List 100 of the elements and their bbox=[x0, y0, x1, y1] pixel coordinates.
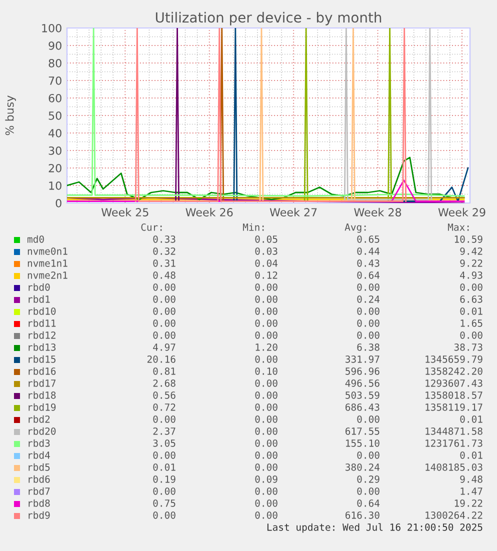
text: 0.00 bbox=[357, 283, 380, 291]
text: 0.44 bbox=[357, 247, 380, 255]
text: 0.33 bbox=[153, 235, 176, 243]
text: Cur: bbox=[141, 223, 162, 231]
legend-label: rbd16 bbox=[28, 367, 56, 375]
text: 0.00 bbox=[153, 307, 176, 315]
text: 1344871.58 bbox=[426, 427, 482, 435]
text: 0.72 bbox=[153, 403, 176, 411]
text: 0.31 bbox=[153, 259, 176, 267]
legend-label: rbd15 bbox=[28, 355, 56, 363]
legend-label: md0 bbox=[28, 235, 44, 243]
text: 0.00 bbox=[357, 415, 380, 423]
text: 1358018.57 bbox=[426, 391, 482, 399]
text: 0.00 bbox=[357, 451, 380, 459]
text: 596.96 bbox=[346, 367, 380, 375]
y-tick-label: 70 bbox=[48, 76, 62, 85]
text: 0.75 bbox=[153, 499, 176, 507]
text: 0.00 bbox=[255, 307, 278, 315]
text: Min: bbox=[242, 223, 264, 231]
text: 0.00 bbox=[255, 391, 278, 399]
text: 0.64 bbox=[357, 499, 380, 507]
text: 1.47 bbox=[460, 488, 482, 495]
x-tick-label: Week 25 bbox=[101, 208, 148, 216]
text: Max: bbox=[448, 224, 469, 231]
text: 0.00 bbox=[153, 451, 176, 459]
y-tick-label: 80 bbox=[48, 58, 62, 68]
y-tick-label: 20 bbox=[48, 164, 62, 172]
text: 0.00 bbox=[153, 487, 176, 495]
y-tick-label: 100 bbox=[42, 24, 62, 32]
text: 0.00 bbox=[255, 427, 278, 435]
legend-label: rbd5 bbox=[28, 463, 50, 471]
y-tick-label: 40 bbox=[48, 128, 62, 138]
text: 0.00 bbox=[357, 487, 380, 495]
text: 6.63 bbox=[460, 295, 482, 303]
text: 0.29 bbox=[357, 475, 380, 483]
legend-label: rbd18 bbox=[28, 391, 56, 399]
y-tick-label: 0 bbox=[56, 198, 62, 208]
legend-label: rbd19 bbox=[28, 403, 56, 411]
y-tick-label: 90 bbox=[48, 41, 62, 50]
legend-label: rbd10 bbox=[28, 307, 56, 315]
text: 2.68 bbox=[153, 379, 176, 387]
y-tick-label: 10 bbox=[49, 181, 62, 190]
text: 1293607.43 bbox=[426, 379, 482, 387]
text: 0.19 bbox=[153, 475, 176, 483]
legend-label: rbd13 bbox=[28, 343, 56, 351]
text: 0.00 bbox=[255, 439, 278, 447]
x-tick-label: Week 27 bbox=[270, 208, 317, 216]
text: 0.00 bbox=[255, 295, 278, 303]
text: 380.24 bbox=[346, 463, 380, 471]
legend-label: rbd3 bbox=[28, 439, 50, 447]
text: 0.00 bbox=[255, 403, 278, 411]
text: Last update: Wed Jul 16 21:00:50 2025 bbox=[267, 523, 482, 533]
text: 0.65 bbox=[357, 235, 380, 243]
text: 0.32 bbox=[153, 247, 176, 255]
text: 0.10 bbox=[255, 367, 278, 375]
text: 0.01 bbox=[460, 307, 482, 315]
legend-label: rbd2 bbox=[28, 415, 50, 423]
text: 617.55 bbox=[346, 427, 380, 435]
line-series bbox=[67, 28, 465, 197]
text: 2.37 bbox=[153, 427, 176, 435]
text: 331.97 bbox=[346, 355, 380, 363]
legend-label: rbd8 bbox=[28, 499, 50, 507]
legend-label: nvme0n1 bbox=[28, 247, 68, 255]
text: 0.00 bbox=[153, 283, 176, 291]
text: 1345659.79 bbox=[426, 355, 482, 363]
y-tick-label: 30 bbox=[48, 146, 62, 155]
text: 1300264.22 bbox=[426, 511, 482, 519]
text: 0.00 bbox=[357, 307, 380, 315]
text: 0.00 bbox=[255, 283, 278, 291]
text: 0.03 bbox=[255, 247, 278, 255]
text: 686.43 bbox=[346, 403, 380, 411]
text: 0.00 bbox=[255, 379, 278, 387]
y-tick-label: 60 bbox=[48, 94, 62, 102]
text: 9.48 bbox=[460, 475, 482, 483]
legend-label: rbd1 bbox=[28, 295, 50, 303]
text: 0.00 bbox=[153, 331, 176, 339]
text: 0.05 bbox=[255, 235, 278, 243]
text: 0.00 bbox=[255, 331, 278, 339]
text: 0.00 bbox=[357, 331, 380, 339]
text: 0.00 bbox=[255, 451, 278, 459]
text: 1358119.17 bbox=[426, 403, 482, 411]
text: 1.20 bbox=[256, 343, 278, 351]
text: 38.73 bbox=[454, 343, 482, 351]
text: 9.42 bbox=[460, 247, 482, 255]
text: 0.00 bbox=[357, 319, 380, 327]
text: 0.00 bbox=[153, 295, 176, 303]
text: 1358242.20 bbox=[426, 367, 482, 375]
x-tick-label: Week 26 bbox=[186, 208, 233, 216]
text: 0.00 bbox=[255, 415, 278, 423]
text: 1408185.03 bbox=[426, 463, 482, 471]
text: 0.04 bbox=[255, 259, 278, 267]
text: 0.43 bbox=[357, 259, 380, 267]
legend-label: rbd7 bbox=[28, 487, 50, 495]
text: 0.01 bbox=[153, 463, 176, 471]
text: 9.22 bbox=[460, 259, 482, 267]
legend-label: nvme1n1 bbox=[28, 260, 68, 267]
text: 4.97 bbox=[153, 343, 176, 351]
text: 1231761.73 bbox=[426, 439, 482, 447]
text: 0.00 bbox=[255, 463, 278, 471]
text: 616.30 bbox=[346, 511, 380, 519]
